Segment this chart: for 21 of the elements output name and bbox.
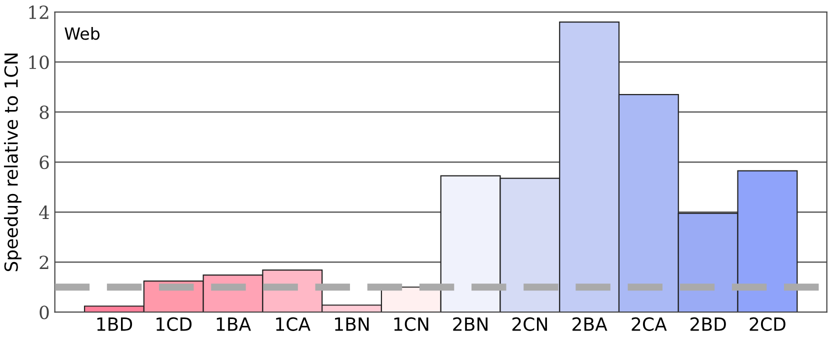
y-tick-label: 12 [29,5,48,19]
y-tick-label: 0 [40,306,49,320]
x-tick-label: 2BA [572,317,608,331]
x-tick-label: 2CD [750,317,786,331]
y-tick-label: 2 [40,256,48,269]
annotation: Web [64,27,100,40]
x-tick-label: 1CD [156,317,192,331]
x-tick-label: 1BA [216,318,251,331]
y-tick-label: 6 [40,156,49,170]
x-tick-label: 2CA [632,317,667,331]
y-tick-label: 4 [39,206,50,219]
x-tick-label: 2CN [512,317,547,331]
x-tick-label: 1CN [394,317,428,331]
x-tick-label: 2BN [453,317,488,331]
y-tick-label: 10 [29,55,49,70]
x-tick-label: 1BD [97,318,132,331]
x-tick-label: 1CA [276,317,310,331]
x-tick-label: 1BN [335,318,369,331]
y-tick-label: 8 [40,106,49,120]
x-tick-label: 2BD [690,317,726,331]
y-axis-title: Speedup relative to 1CN [4,54,22,272]
